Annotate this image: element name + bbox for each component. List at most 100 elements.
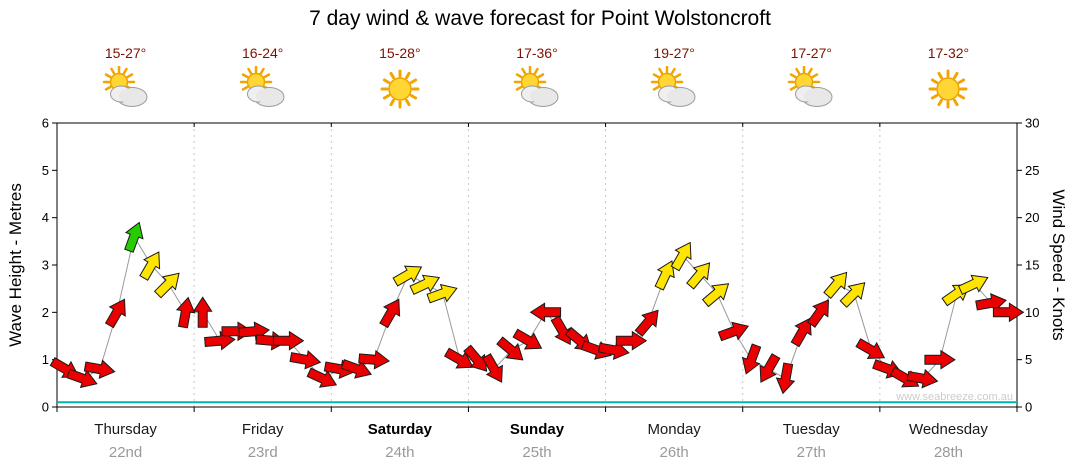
day-dates-row: 22nd 23rd 24th 25th 26th 27th 28th — [57, 442, 1017, 462]
sun-ray — [515, 73, 523, 79]
right-tick-label: 5 — [1025, 352, 1032, 367]
sun-ray — [533, 67, 539, 75]
sun-ray — [389, 98, 395, 107]
right-tick-label: 0 — [1025, 400, 1032, 415]
wind-arrow-yellow — [409, 274, 441, 295]
day-date-thursday: 22nd — [108, 443, 143, 461]
sun-ray — [937, 71, 944, 80]
partly-cloudy-icon — [650, 66, 696, 107]
right-tick-label: 15 — [1025, 258, 1039, 273]
weather-icon-cell-friday — [194, 62, 331, 116]
sun-ray — [241, 73, 249, 79]
cloud-shape — [529, 88, 552, 104]
sun-ray — [521, 67, 527, 75]
temperature-range-friday: 16-24° — [242, 45, 284, 61]
wind-arrow-red — [272, 330, 305, 351]
sun-ray — [389, 71, 395, 80]
left-tick-label: 5 — [42, 163, 49, 178]
day-date-wednesday: 28th — [933, 443, 964, 461]
day-name-sunday: Sunday — [509, 420, 565, 438]
wind-arrow-red — [443, 347, 474, 369]
temperature-range-monday: 19-27° — [653, 45, 695, 61]
sun-ray — [382, 94, 391, 100]
day-name-wednesday: Wednesday — [908, 420, 988, 438]
right-tick-label: 10 — [1025, 305, 1039, 320]
day-name-saturday: Saturday — [367, 420, 432, 438]
wind-arrow-yellow — [654, 260, 675, 291]
wind-arrow-red — [775, 362, 796, 395]
sun-ray — [126, 73, 133, 79]
partly-cloudy-icon — [788, 66, 833, 107]
day-date-sunday: 25th — [522, 443, 552, 461]
wind-arrow-red — [482, 353, 503, 383]
sun-ray — [515, 85, 523, 91]
day-name-friday: Friday — [241, 420, 284, 438]
weather-icon-cell-saturday — [331, 62, 468, 116]
sun-ray — [259, 67, 265, 75]
wind-arrow-green — [124, 221, 144, 253]
temperature-row: 15-27° 16-24° 15-28° 17-36° 19-27° 17-27° 17-3… — [57, 44, 1017, 62]
temperature-range-thursday: 15-27° — [104, 45, 147, 61]
wind-arrow-yellow — [701, 283, 730, 308]
wind-arrow-red — [496, 336, 524, 361]
wind-arrow-red — [463, 344, 488, 372]
wind-arrow-red — [83, 359, 116, 379]
sun-ray — [670, 67, 676, 75]
left-tick-label: 3 — [42, 258, 49, 273]
day-date-monday: 26th — [659, 443, 689, 461]
day-name-thursday: Thursday — [94, 420, 157, 438]
temperature-range-wednesday: 17-32° — [927, 45, 970, 61]
chart-title: 7 day wind & wave forecast for Point Wol… — [309, 7, 771, 30]
sun-ray — [104, 85, 112, 91]
right-tick-label: 25 — [1025, 163, 1039, 178]
day-date-friday: 23rd — [247, 443, 278, 461]
wind-arrow-red — [906, 368, 939, 389]
sun-ray — [958, 94, 966, 100]
wind-arrow-red — [759, 353, 781, 383]
cloud-shape — [118, 88, 141, 104]
wind-arrow-red — [529, 302, 562, 323]
right-tick-label: 30 — [1025, 116, 1039, 131]
sun-ray — [241, 85, 249, 91]
wind-arrow-red — [924, 349, 956, 370]
wind-arrow-yellow — [823, 271, 848, 299]
sun-ray — [795, 67, 801, 75]
wind-arrow-red — [512, 328, 543, 350]
sun-ray — [953, 98, 959, 107]
wind-arrow-yellow — [670, 241, 692, 272]
sunny-icon — [928, 69, 968, 109]
wind-arrow-yellow — [839, 282, 866, 308]
sun-ray — [652, 73, 660, 79]
sun-ray — [790, 73, 797, 79]
partly-cloudy-icon — [102, 66, 148, 107]
left-tick-label: 2 — [42, 305, 49, 320]
wind-arrow-red — [379, 298, 401, 329]
left-tick-label: 1 — [42, 352, 49, 367]
weather-icon-cell-sunday — [468, 62, 605, 116]
sun-ray — [937, 98, 944, 107]
wind-arrow-yellow — [139, 251, 161, 281]
sun-ray — [811, 73, 819, 79]
weather-icons-row — [57, 62, 1017, 116]
wind-arrow-red — [175, 296, 196, 329]
partly-cloudy-icon — [239, 66, 285, 107]
left-tick-label: 4 — [42, 210, 49, 225]
sun-ray — [409, 78, 417, 84]
wind-arrow-red — [741, 343, 762, 375]
sun-ray — [404, 71, 411, 80]
sunny-icon — [380, 69, 420, 109]
day-date-saturday: 24th — [385, 443, 415, 461]
sun-ray — [263, 73, 270, 79]
wind-arrow-red — [717, 321, 750, 342]
wind-arrow-red — [289, 350, 322, 370]
weather-icon-cell-tuesday — [743, 62, 880, 116]
temperature-range-tuesday: 17-27° — [790, 45, 832, 61]
weather-icon-cell-wednesday — [880, 62, 1017, 116]
temperature-range-sunday: 17-36° — [516, 45, 558, 61]
wind-arrow-red — [806, 299, 830, 328]
sun-ray — [652, 85, 660, 91]
sun-ray — [382, 78, 391, 84]
sun-ray — [931, 78, 939, 84]
sun-ray — [790, 85, 797, 91]
